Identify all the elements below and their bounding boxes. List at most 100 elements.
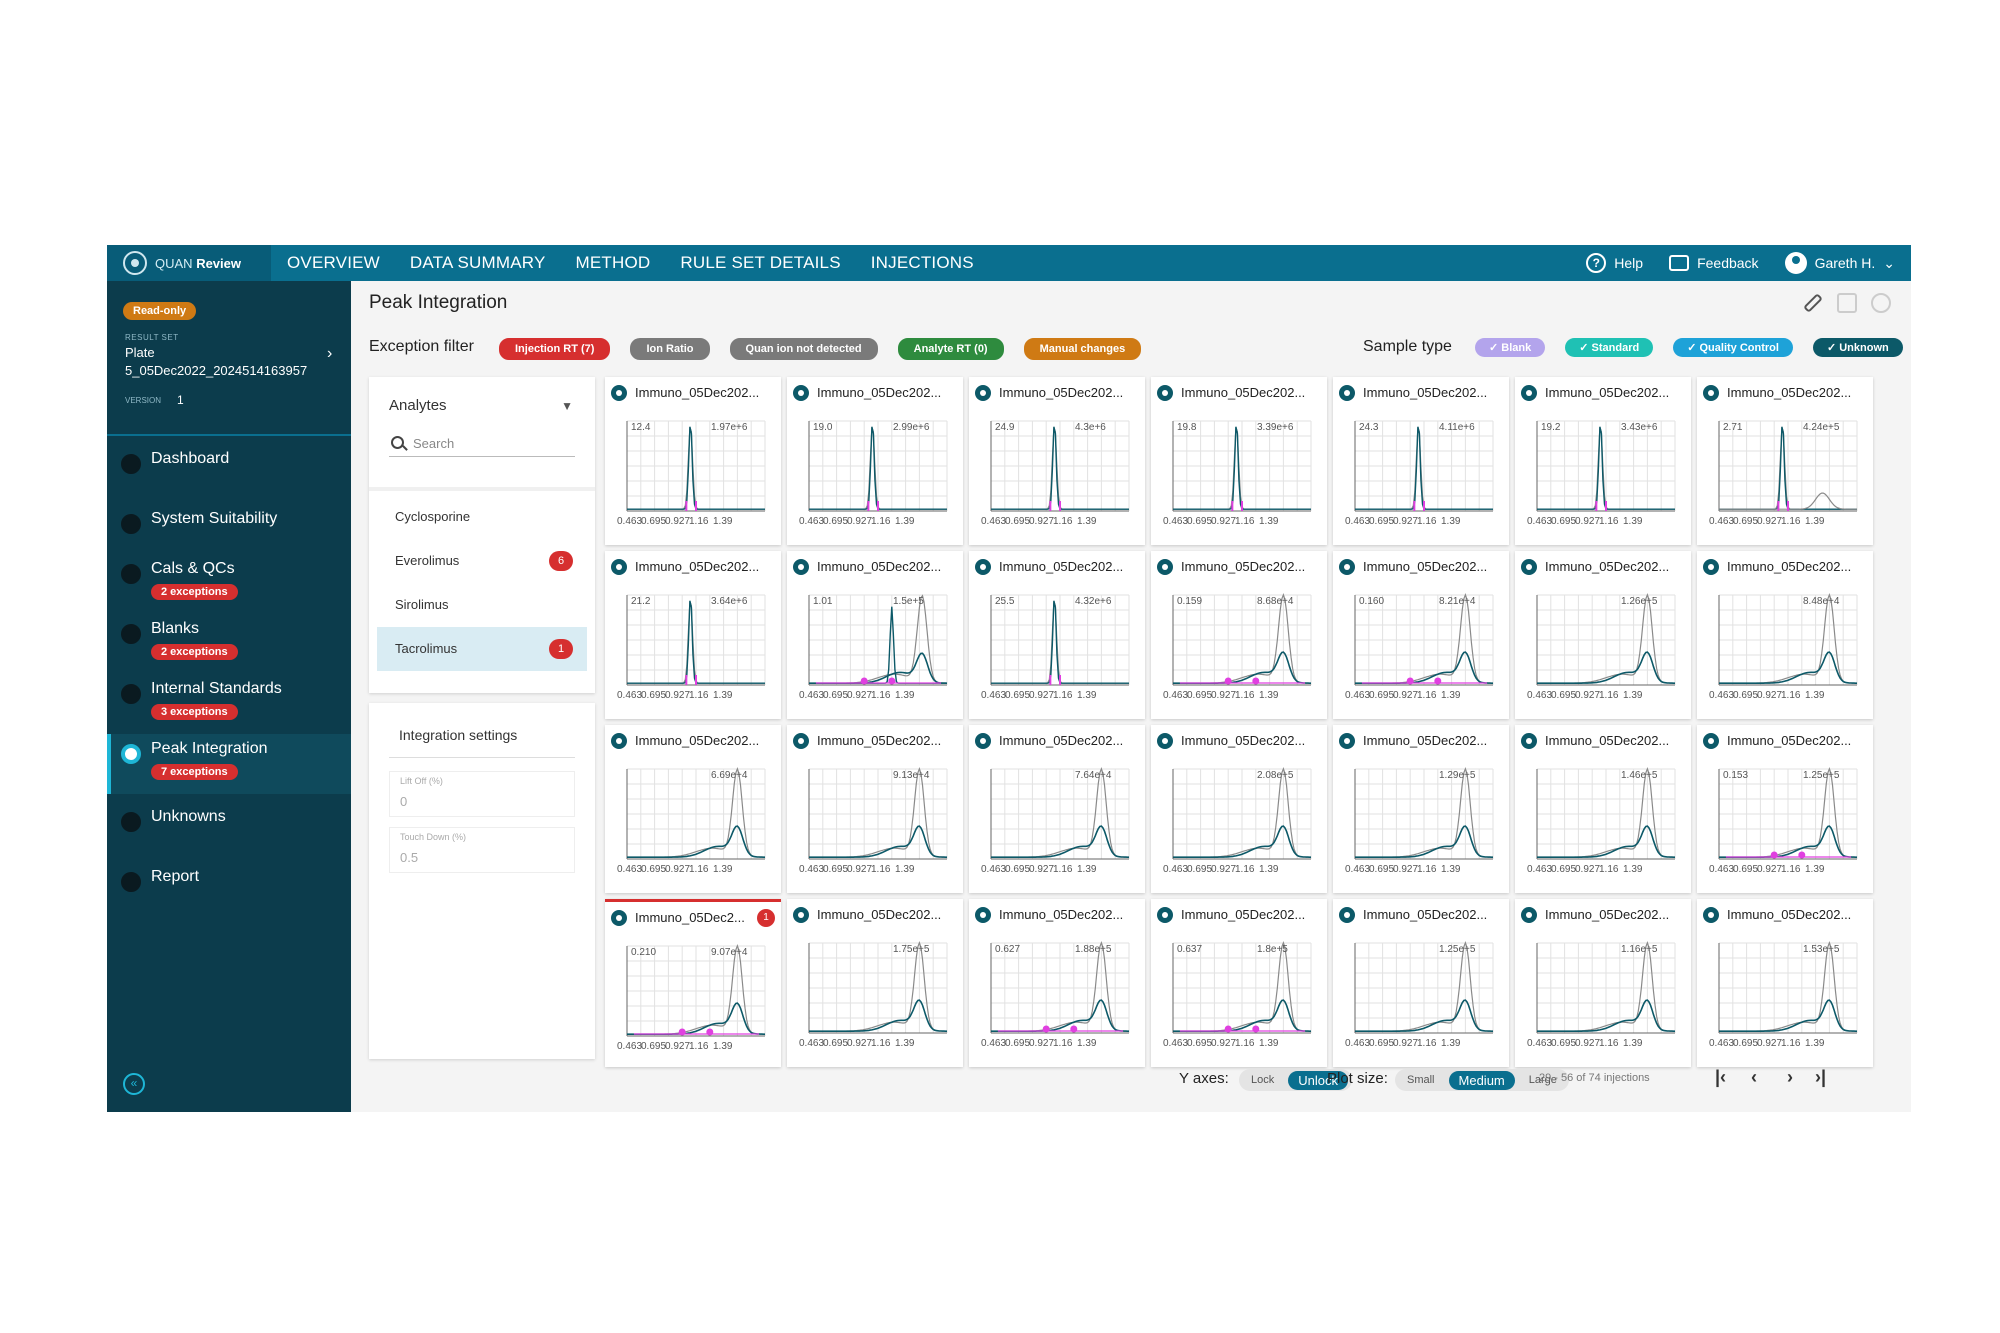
x-tick-label: 0.695 — [823, 1038, 848, 1049]
y-axes-option-lock[interactable]: Lock — [1251, 1074, 1275, 1086]
sidebar-item-report[interactable]: Report — [107, 862, 351, 922]
injection-card[interactable]: Immuno_05Dec202... 0.159 8.68e+4 0.463 0.695… — [1151, 551, 1327, 719]
touch-down-value: 0.5 — [400, 850, 419, 865]
next-page-icon[interactable]: › — [1787, 1067, 1793, 1087]
sidebar-item-cals-qcs[interactable]: Cals & QCs 2 exceptions — [107, 554, 351, 614]
injection-card[interactable]: Immuno_05Dec202... 25.5 4.32e+6 0.463 0.695 0… — [969, 551, 1145, 719]
plot-size-option-large[interactable]: Large — [1528, 1074, 1557, 1086]
sidebar-item-internal-standards[interactable]: Internal Standards 3 exceptions — [107, 674, 351, 734]
x-tick-label: 1.16 — [1781, 516, 1801, 527]
user-menu[interactable]: Gareth H. ⌄ — [1784, 252, 1895, 274]
injection-name: Immuno_05Dec202... — [999, 733, 1124, 748]
filter-chip-quan-ion-not-detected[interactable]: Quan ion not detected — [729, 338, 878, 360]
nav-data-summary[interactable]: DATA SUMMARY — [409, 253, 546, 272]
plot-size-option-small[interactable]: Small — [1407, 1074, 1435, 1086]
search-input[interactable] — [413, 433, 573, 453]
analyte-item-everolimus[interactable]: Everolimus 6 — [377, 539, 587, 583]
sidebar-item-dashboard[interactable]: Dashboard — [107, 444, 351, 504]
last-page-icon[interactable]: ›| — [1815, 1067, 1827, 1087]
x-tick-label: 0.463 — [799, 864, 824, 875]
x-tick-label: 0.927 — [1211, 864, 1236, 875]
injection-card[interactable]: Immuno_05Dec202... 1.53e+5 0.463 0.695 0.927… — [1697, 899, 1873, 1067]
injection-card[interactable]: Immuno_05Dec202... 19.2 3.43e+6 0.463 0.695 0… — [1515, 377, 1691, 545]
injection-card[interactable]: Immuno_05Dec202... 1.75e+5 0.463 0.695 0.927… — [787, 899, 963, 1067]
nav-overview[interactable]: OVERVIEW — [287, 253, 380, 272]
x-tick-label: 0.463 — [1709, 690, 1734, 701]
first-page-icon[interactable]: |‹ — [1715, 1067, 1727, 1087]
injection-card[interactable]: Immuno_05Dec202... 2.71 4.24e+5 0.463 0.695 0… — [1697, 377, 1873, 545]
injection-card[interactable]: Immuno_05Dec202... 21.2 3.64e+6 0.463 0.695 0… — [605, 551, 781, 719]
x-tick-label: 1.16 — [689, 864, 709, 875]
injection-card[interactable]: Immuno_05Dec202... 1.01 1.5e+5 0.463 0.695 0.… — [787, 551, 963, 719]
analyte-exception-badge: 6 — [549, 551, 573, 571]
injection-card[interactable]: Immuno_05Dec202... 9.13e+4 0.463 0.695 0.927… — [787, 725, 963, 893]
filter-chip-ion-ratio[interactable]: Ion Ratio — [630, 338, 710, 360]
injection-card[interactable]: Immuno_05Dec202... 8.48e+4 0.463 0.695 0.927… — [1697, 551, 1873, 719]
x-tick-label: 0.695 — [1551, 1038, 1576, 1049]
y-axes-option-unlock[interactable]: Unlock — [1288, 1070, 1348, 1090]
nav-rule-set-details[interactable]: RULE SET DETAILS — [680, 253, 841, 272]
chevron-down-icon[interactable]: ▼ — [561, 399, 573, 413]
injection-card[interactable]: Immuno_05Dec202... 12.4 1.97e+6 0.463 0.695 0… — [605, 377, 781, 545]
injection-card[interactable]: Immuno_05Dec202... 19.0 2.99e+6 0.463 0.695 0… — [787, 377, 963, 545]
injection-card[interactable]: Immuno_05Dec202... 0.153 1.25e+5 0.463 0.695… — [1697, 725, 1873, 893]
y-min-label: 19.8 — [1177, 422, 1197, 433]
injection-card[interactable]: Immuno_05Dec2... 1 0.210 9.07e+4 0.463 0.695 0… — [605, 899, 781, 1067]
injection-card[interactable]: Immuno_05Dec202... 7.64e+4 0.463 0.695 0.927… — [969, 725, 1145, 893]
nav-method[interactable]: METHOD — [575, 253, 651, 272]
injection-name: Immuno_05Dec202... — [1727, 907, 1852, 922]
filter-chip-injection-rt-7[interactable]: Injection RT (7) — [499, 338, 611, 360]
collapse-sidebar-icon[interactable]: « — [123, 1073, 145, 1095]
analyte-item-tacrolimus[interactable]: Tacrolimus 1 — [377, 627, 587, 671]
injection-card[interactable]: Immuno_05Dec202... 0.637 1.8e+5 0.463 0.695 0… — [1151, 899, 1327, 1067]
injection-card[interactable]: Immuno_05Dec202... 0.627 1.88e+5 0.463 0.695… — [969, 899, 1145, 1067]
touch-down-field[interactable]: Touch Down (%) 0.5 — [389, 827, 575, 873]
injection-card[interactable]: Immuno_05Dec202... 2.08e+5 0.463 0.695 0.927… — [1151, 725, 1327, 893]
chevron-right-icon[interactable]: › — [327, 345, 333, 362]
sample-type-chip-quality-control[interactable]: Quality Control — [1673, 338, 1793, 357]
analyte-item-sirolimus[interactable]: Sirolimus — [377, 583, 587, 627]
filter-chip-manual-changes[interactable]: Manual changes — [1023, 338, 1142, 360]
injection-card[interactable]: Immuno_05Dec202... 1.25e+5 0.463 0.695 0.927… — [1333, 899, 1509, 1067]
injection-card[interactable]: Immuno_05Dec202... 1.29e+5 0.463 0.695 0.927… — [1333, 725, 1509, 893]
sidebar-item-system-suitability[interactable]: System Suitability — [107, 504, 351, 564]
injection-card[interactable]: Immuno_05Dec202... 0.160 8.21e+4 0.463 0.695… — [1333, 551, 1509, 719]
y-min-label: 25.5 — [995, 596, 1015, 607]
sidebar-item-blanks[interactable]: Blanks 2 exceptions — [107, 614, 351, 674]
analyte-item-cyclosporine[interactable]: Cyclosporine — [377, 495, 587, 539]
injection-card[interactable]: Immuno_05Dec202... 1.16e+5 0.463 0.695 0.927… — [1515, 899, 1691, 1067]
sample-type-icon — [1703, 907, 1719, 923]
app-logo[interactable]: QUAN Review — [107, 245, 271, 281]
nav-injections[interactable]: INJECTIONS — [870, 253, 974, 272]
filter-chip-analyte-rt-0[interactable]: Analyte RT (0) — [897, 338, 1004, 360]
edit-icon[interactable] — [1803, 293, 1823, 313]
y-max-label: 1.25e+5 — [1803, 770, 1840, 781]
x-tick-label: 0.927 — [847, 1038, 872, 1049]
sample-type-chip-standard[interactable]: Standard — [1565, 338, 1654, 357]
plot-size-option-medium[interactable]: Medium — [1448, 1070, 1515, 1090]
sidebar-item-unknowns[interactable]: Unknowns — [107, 802, 351, 862]
sample-type-chip-blank[interactable]: Blank — [1475, 338, 1546, 357]
sample-type-chip-unknown[interactable]: Unknown — [1812, 338, 1903, 357]
x-tick-label: 1.39 — [1259, 864, 1279, 875]
lift-off-field[interactable]: Lift Off (%) 0 — [389, 771, 575, 817]
prev-page-icon[interactable]: ‹ — [1751, 1067, 1757, 1087]
injection-name: Immuno_05Dec202... — [1727, 385, 1852, 400]
injection-card[interactable]: Immuno_05Dec202... 1.26e+5 0.463 0.695 0.927… — [1515, 551, 1691, 719]
injection-card[interactable]: Immuno_05Dec202... 19.8 3.39e+6 0.463 0.695 0… — [1151, 377, 1327, 545]
injection-card[interactable]: Immuno_05Dec202... 24.3 4.11e+6 0.463 0.695 0… — [1333, 377, 1509, 545]
help-button[interactable]: ? Help — [1586, 253, 1643, 273]
discard-icon[interactable] — [1871, 293, 1891, 313]
injection-card[interactable]: Immuno_05Dec202... 1.46e+5 0.463 0.695 0.927… — [1515, 725, 1691, 893]
feedback-button[interactable]: Feedback — [1669, 255, 1759, 271]
analytes-dropdown[interactable]: Analytes — [389, 397, 447, 414]
quan-trace — [1719, 999, 1857, 1032]
y-max-label: 4.11e+6 — [1439, 422, 1475, 433]
sidebar-item-peak-integration[interactable]: Peak Integration 7 exceptions — [107, 734, 351, 794]
injection-card[interactable]: Immuno_05Dec202... 24.9 4.3e+6 0.463 0.695 0.… — [969, 377, 1145, 545]
y-max-label: 1.88e+5 — [1075, 944, 1112, 955]
save-icon[interactable] — [1837, 293, 1857, 313]
sample-type-icon — [1339, 907, 1355, 923]
injection-card[interactable]: Immuno_05Dec202... 6.69e+4 0.463 0.695 0.927… — [605, 725, 781, 893]
